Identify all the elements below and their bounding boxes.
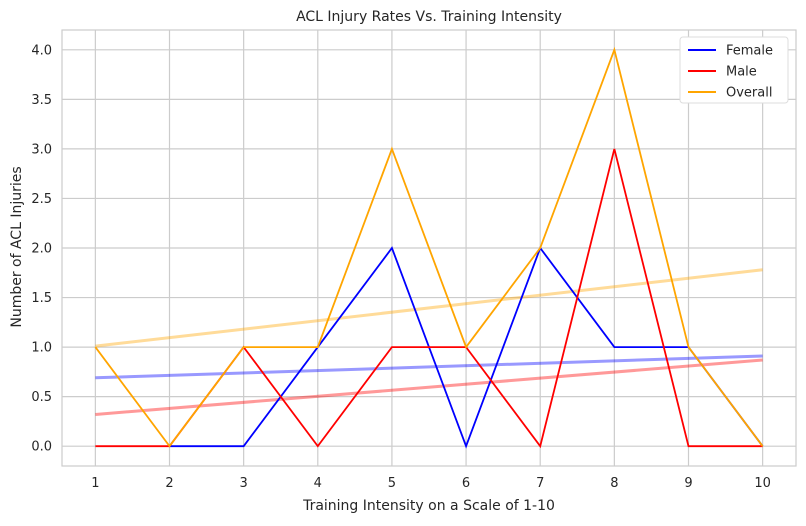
x-tick-label: 2 — [165, 476, 173, 491]
y-tick-label: 0.0 — [31, 440, 52, 455]
legend-label-male: Male — [726, 65, 757, 80]
x-tick-label: 4 — [314, 476, 322, 491]
y-tick-label: 2.0 — [31, 242, 52, 257]
y-tick-label: 3.0 — [31, 142, 52, 157]
x-tick-label: 5 — [388, 476, 396, 491]
overall-trend-line — [95, 268, 763, 348]
male-trend-line — [95, 358, 763, 416]
y-tick-label: 1.0 — [31, 341, 52, 356]
chart-title: ACL Injury Rates Vs. Training Intensity — [296, 9, 562, 25]
legend-box — [679, 36, 789, 104]
y-tick-label: 0.5 — [31, 390, 52, 405]
x-axis-label: Training Intensity on a Scale of 1-10 — [302, 498, 555, 514]
x-tick-label: 10 — [754, 476, 771, 491]
x-tick-label: 6 — [462, 476, 470, 491]
y-tick-label: 3.5 — [31, 93, 52, 108]
legend-label-overall: Overall — [726, 86, 772, 101]
y-tick-label: 4.0 — [31, 43, 52, 58]
x-tick-label: 8 — [610, 476, 618, 491]
legend-label-female: Female — [726, 44, 773, 59]
x-tick-label: 3 — [240, 476, 248, 491]
y-tick-label: 1.5 — [31, 291, 52, 306]
y-axis-label: Number of ACL Injuries — [9, 166, 25, 327]
x-tick-label: 1 — [91, 476, 99, 491]
x-tick-label: 9 — [684, 476, 692, 491]
x-tick-label: 7 — [536, 476, 544, 491]
overall-series-line — [94, 46, 764, 448]
y-tick-label: 2.5 — [31, 192, 52, 207]
female-trend-line — [95, 354, 763, 380]
